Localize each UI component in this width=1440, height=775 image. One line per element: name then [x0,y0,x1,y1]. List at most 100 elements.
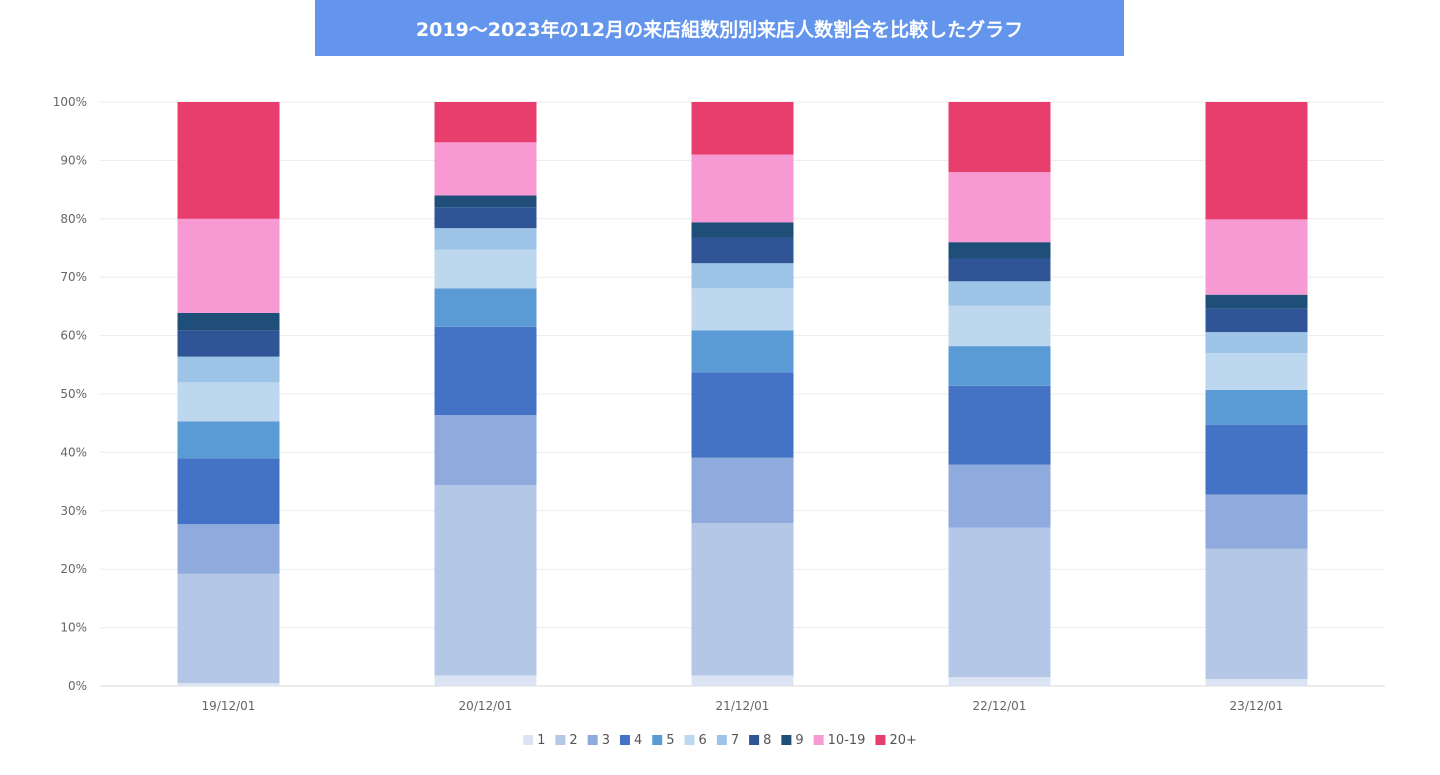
legend-swatch [781,735,792,745]
bar-segment-7-22-12-01 [948,281,1051,306]
x-tick-label: 21/12/01 [716,699,770,713]
bar-segment-8-22-12-01 [948,258,1051,282]
legend-swatch [652,735,663,745]
bars [177,102,1308,686]
bar-segment-3-21-12-01 [691,457,794,524]
legend-item: 10-19 [813,733,866,748]
bar-segment-5-22-12-01 [948,346,1051,386]
legend-label: 7 [731,733,739,748]
legend-swatch [813,735,824,745]
legend-label: 2 [569,733,577,748]
legend-item: 6 [684,733,707,748]
legend-item: 5 [652,733,675,748]
legend-swatch [716,735,727,745]
bar-segment-9-19-12-01 [177,312,280,331]
y-tick-label: 70% [60,270,87,284]
y-tick-label: 20% [60,562,87,576]
bar-segment-20plus-21-12-01 [691,102,794,155]
y-tick-label: 10% [60,621,87,635]
bar-segment-5-19-12-01 [177,421,280,459]
bar-segment-2-23-12-01 [1205,548,1308,679]
bar-segment-8-20-12-01 [434,207,537,229]
bar-segment-6-22-12-01 [948,305,1051,347]
bar-segment-6-21-12-01 [691,288,794,331]
bar-segment-20plus-23-12-01 [1205,102,1308,220]
legend-label: 5 [666,733,674,748]
bar-segment-20plus-19-12-01 [177,102,280,219]
chart-title: 2019〜2023年の12月の来店組数別別来店人数割合を比較したグラフ [315,0,1124,56]
x-tick-label: 19/12/01 [202,699,256,713]
y-axis-ticks: 0% 10% 20% 30% 40% 50% 60% 70% 80% 90% 100% [53,95,87,693]
bar-segment-20plus-22-12-01 [948,102,1051,173]
bar-segment-2-19-12-01 [177,573,280,684]
bar-segment-5-21-12-01 [691,330,794,373]
bar-segment-9-22-12-01 [948,242,1051,259]
legend: 1 2 3 4 5 6 7 8 9 10-19 20+ [523,733,917,748]
bar-segment-10-19-23-12-01 [1205,219,1308,295]
bar-segment-4-21-12-01 [691,372,794,458]
y-tick-label: 80% [60,212,87,226]
bar-segment-1-20-12-01 [434,675,537,686]
y-tick-label: 100% [53,95,87,109]
legend-item: 20+ [875,733,917,748]
bar-segment-7-20-12-01 [434,228,537,250]
legend-swatch [523,735,534,745]
legend-item: 8 [749,733,771,748]
bar-segment-3-19-12-01 [177,524,280,574]
bar-segment-2-22-12-01 [948,527,1051,678]
legend-item: 2 [555,733,578,748]
bar-segment-1-22-12-01 [948,677,1051,686]
legend-swatch [875,735,886,745]
bar-segment-9-20-12-01 [434,195,537,208]
y-tick-label: 40% [60,445,87,459]
legend-item: 4 [619,733,642,748]
legend-label: 4 [634,733,642,748]
bar-segment-5-23-12-01 [1205,389,1308,425]
legend-swatch [619,735,630,745]
bar-segment-6-19-12-01 [177,382,280,422]
bar-segment-10-19-22-12-01 [948,172,1051,243]
bar-segment-2-20-12-01 [434,485,537,676]
bar-segment-1-19-12-01 [177,683,280,686]
x-tick-label: 22/12/01 [973,699,1027,713]
bar-segment-8-23-12-01 [1205,308,1308,333]
bar-segment-7-19-12-01 [177,356,280,383]
bar-segment-3-20-12-01 [434,415,537,486]
y-tick-label: 30% [60,504,87,518]
bar-segment-4-20-12-01 [434,326,537,416]
bar-segment-4-22-12-01 [948,385,1051,465]
bar-segment-10-19-20-12-01 [434,142,537,196]
bar-segment-1-21-12-01 [691,675,794,686]
legend-item: 9 [781,733,804,748]
bar-segment-7-23-12-01 [1205,332,1308,354]
y-tick-label: 90% [60,153,87,167]
legend-item: 3 [587,733,610,748]
legend-label: 6 [699,733,707,748]
legend-swatch [749,735,760,745]
bar-segment-10-19-21-12-01 [691,154,794,223]
bar-segment-1-23-12-01 [1205,678,1308,686]
bar-segment-8-21-12-01 [691,237,794,264]
x-tick-label: 23/12/01 [1230,699,1284,713]
legend-swatch [587,735,598,745]
legend-label: 8 [763,733,771,748]
bar-segment-4-19-12-01 [177,458,280,525]
legend-item: 7 [716,733,739,748]
bar-segment-6-20-12-01 [434,249,537,289]
legend-label: 20+ [889,733,916,748]
legend-swatch [684,735,695,745]
legend-label: 1 [537,733,545,748]
legend-item: 1 [523,733,545,748]
bar-segment-5-20-12-01 [434,288,537,327]
bar-segment-7-21-12-01 [691,263,794,289]
legend-label: 9 [795,733,803,748]
bar-segment-4-23-12-01 [1205,424,1308,495]
bar-segment-20plus-20-12-01 [434,102,537,143]
bar-segment-9-21-12-01 [691,222,794,238]
bar-segment-6-23-12-01 [1205,353,1308,390]
legend-swatch [555,735,566,745]
legend-label: 3 [602,733,610,748]
bar-segment-2-21-12-01 [691,523,794,676]
legend-label: 10-19 [828,733,866,748]
